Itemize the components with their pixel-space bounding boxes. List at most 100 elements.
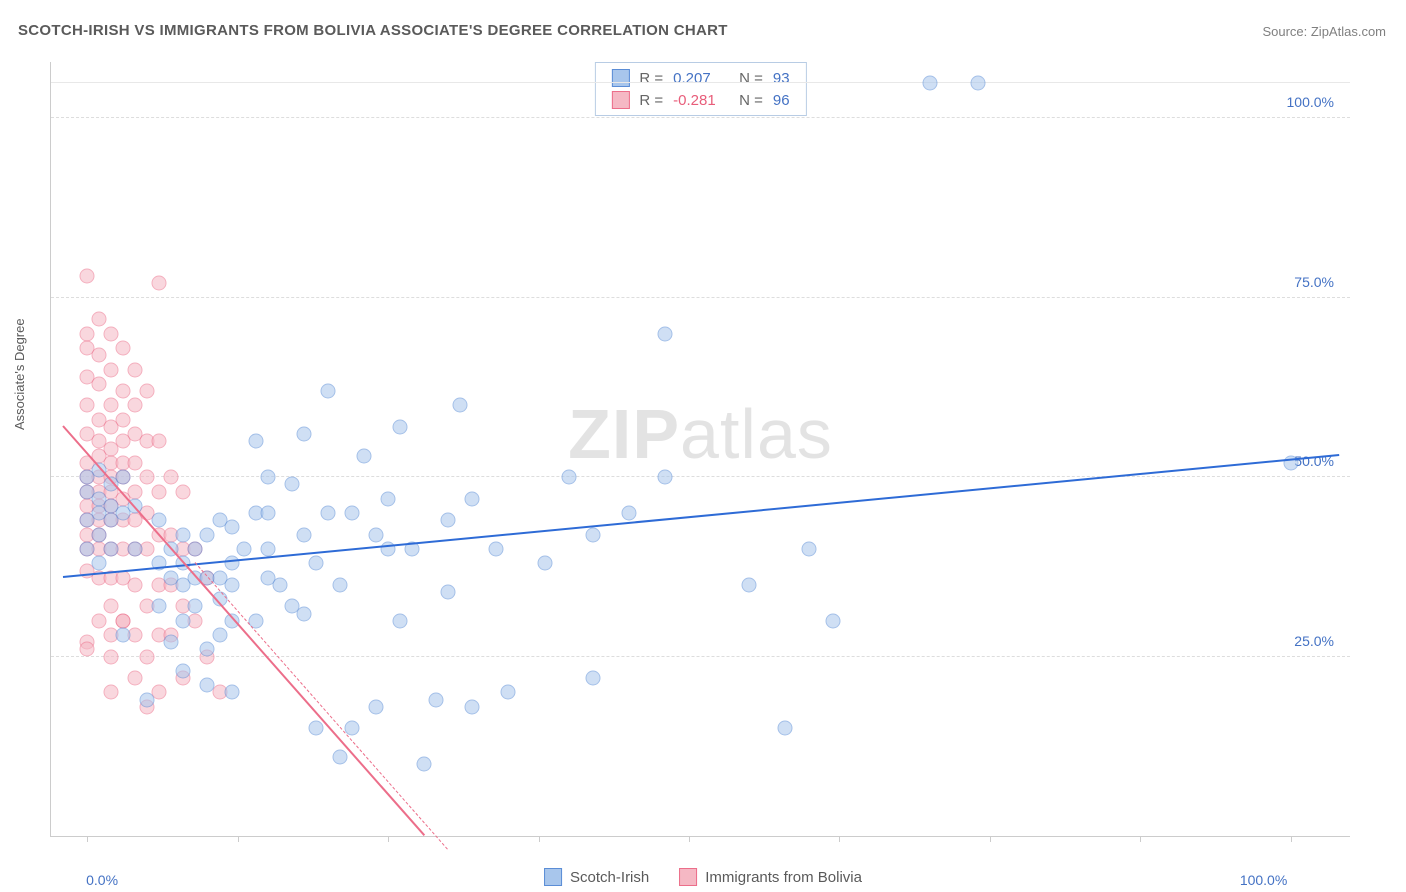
- data-point: [224, 577, 239, 592]
- data-point: [152, 484, 167, 499]
- data-point: [465, 699, 480, 714]
- data-point: [200, 678, 215, 693]
- chart-title: SCOTCH-IRISH VS IMMIGRANTS FROM BOLIVIA …: [18, 22, 728, 39]
- gridline: [51, 476, 1350, 477]
- data-point: [92, 312, 107, 327]
- data-point: [537, 556, 552, 571]
- data-point: [92, 527, 107, 542]
- data-point: [332, 577, 347, 592]
- x-tick: [1291, 836, 1292, 842]
- data-point: [308, 556, 323, 571]
- x-tick-label: 100.0%: [1240, 872, 1287, 888]
- data-point: [92, 348, 107, 363]
- data-point: [188, 599, 203, 614]
- x-tick: [1140, 836, 1141, 842]
- series-swatch: [611, 69, 629, 87]
- data-point: [116, 384, 131, 399]
- data-point: [128, 362, 143, 377]
- data-point: [657, 326, 672, 341]
- x-tick: [839, 836, 840, 842]
- legend-label: Immigrants from Bolivia: [705, 869, 862, 886]
- data-point: [826, 613, 841, 628]
- n-label: N =: [739, 70, 763, 87]
- x-tick-label: 0.0%: [86, 872, 118, 888]
- data-point: [152, 513, 167, 528]
- data-point: [80, 642, 95, 657]
- data-point: [128, 455, 143, 470]
- legend-item: Scotch-Irish: [544, 868, 649, 886]
- x-tick: [388, 836, 389, 842]
- data-point: [441, 513, 456, 528]
- x-tick: [238, 836, 239, 842]
- data-point: [224, 685, 239, 700]
- data-point: [585, 671, 600, 686]
- r-value: -0.281: [673, 92, 729, 109]
- n-value: 93: [773, 70, 790, 87]
- data-point: [116, 613, 131, 628]
- data-point: [236, 541, 251, 556]
- data-point: [248, 434, 263, 449]
- data-point: [152, 276, 167, 291]
- data-point: [116, 470, 131, 485]
- data-point: [296, 527, 311, 542]
- data-point: [320, 506, 335, 521]
- data-point: [176, 527, 191, 542]
- data-point: [104, 599, 119, 614]
- data-point: [308, 721, 323, 736]
- data-point: [200, 527, 215, 542]
- r-label: R =: [639, 70, 663, 87]
- data-point: [104, 362, 119, 377]
- legend: Scotch-Irish Immigrants from Bolivia: [544, 868, 862, 886]
- data-point: [176, 613, 191, 628]
- y-tick-label: 100.0%: [1287, 94, 1334, 110]
- data-point: [657, 470, 672, 485]
- data-point: [104, 685, 119, 700]
- data-point: [922, 75, 937, 90]
- stats-row: R = 0.207 N = 93: [595, 67, 805, 89]
- data-point: [80, 326, 95, 341]
- data-point: [152, 434, 167, 449]
- r-value: 0.207: [673, 70, 729, 87]
- data-point: [441, 585, 456, 600]
- data-point: [80, 269, 95, 284]
- data-point: [80, 541, 95, 556]
- data-point: [104, 649, 119, 664]
- data-point: [369, 527, 384, 542]
- data-point: [140, 384, 155, 399]
- data-point: [212, 628, 227, 643]
- data-point: [128, 398, 143, 413]
- data-point: [176, 663, 191, 678]
- legend-swatch: [679, 868, 697, 886]
- data-point: [116, 628, 131, 643]
- x-tick: [87, 836, 88, 842]
- data-point: [332, 750, 347, 765]
- data-point: [501, 685, 516, 700]
- data-point: [272, 577, 287, 592]
- stats-row: R =-0.281N =96: [595, 89, 805, 111]
- data-point: [320, 384, 335, 399]
- n-value: 96: [773, 92, 790, 109]
- legend-item: Immigrants from Bolivia: [679, 868, 862, 886]
- data-point: [344, 506, 359, 521]
- data-point: [200, 642, 215, 657]
- data-point: [465, 491, 480, 506]
- scatter-plot-area: ZIPatlas R =0.207N =93R =-0.281N =96 25.…: [50, 62, 1350, 837]
- gridline: [51, 656, 1350, 657]
- data-point: [188, 541, 203, 556]
- y-tick-label: 75.0%: [1294, 274, 1334, 290]
- data-point: [296, 606, 311, 621]
- data-point: [393, 419, 408, 434]
- data-point: [393, 613, 408, 628]
- data-point: [128, 577, 143, 592]
- trend-line: [195, 562, 449, 850]
- data-point: [802, 541, 817, 556]
- n-label: N =: [739, 92, 763, 109]
- x-tick: [539, 836, 540, 842]
- data-point: [152, 599, 167, 614]
- data-point: [164, 635, 179, 650]
- data-point: [128, 484, 143, 499]
- data-point: [429, 692, 444, 707]
- y-axis-label: Associate's Degree: [12, 318, 27, 430]
- y-tick-label: 25.0%: [1294, 633, 1334, 649]
- data-point: [356, 448, 371, 463]
